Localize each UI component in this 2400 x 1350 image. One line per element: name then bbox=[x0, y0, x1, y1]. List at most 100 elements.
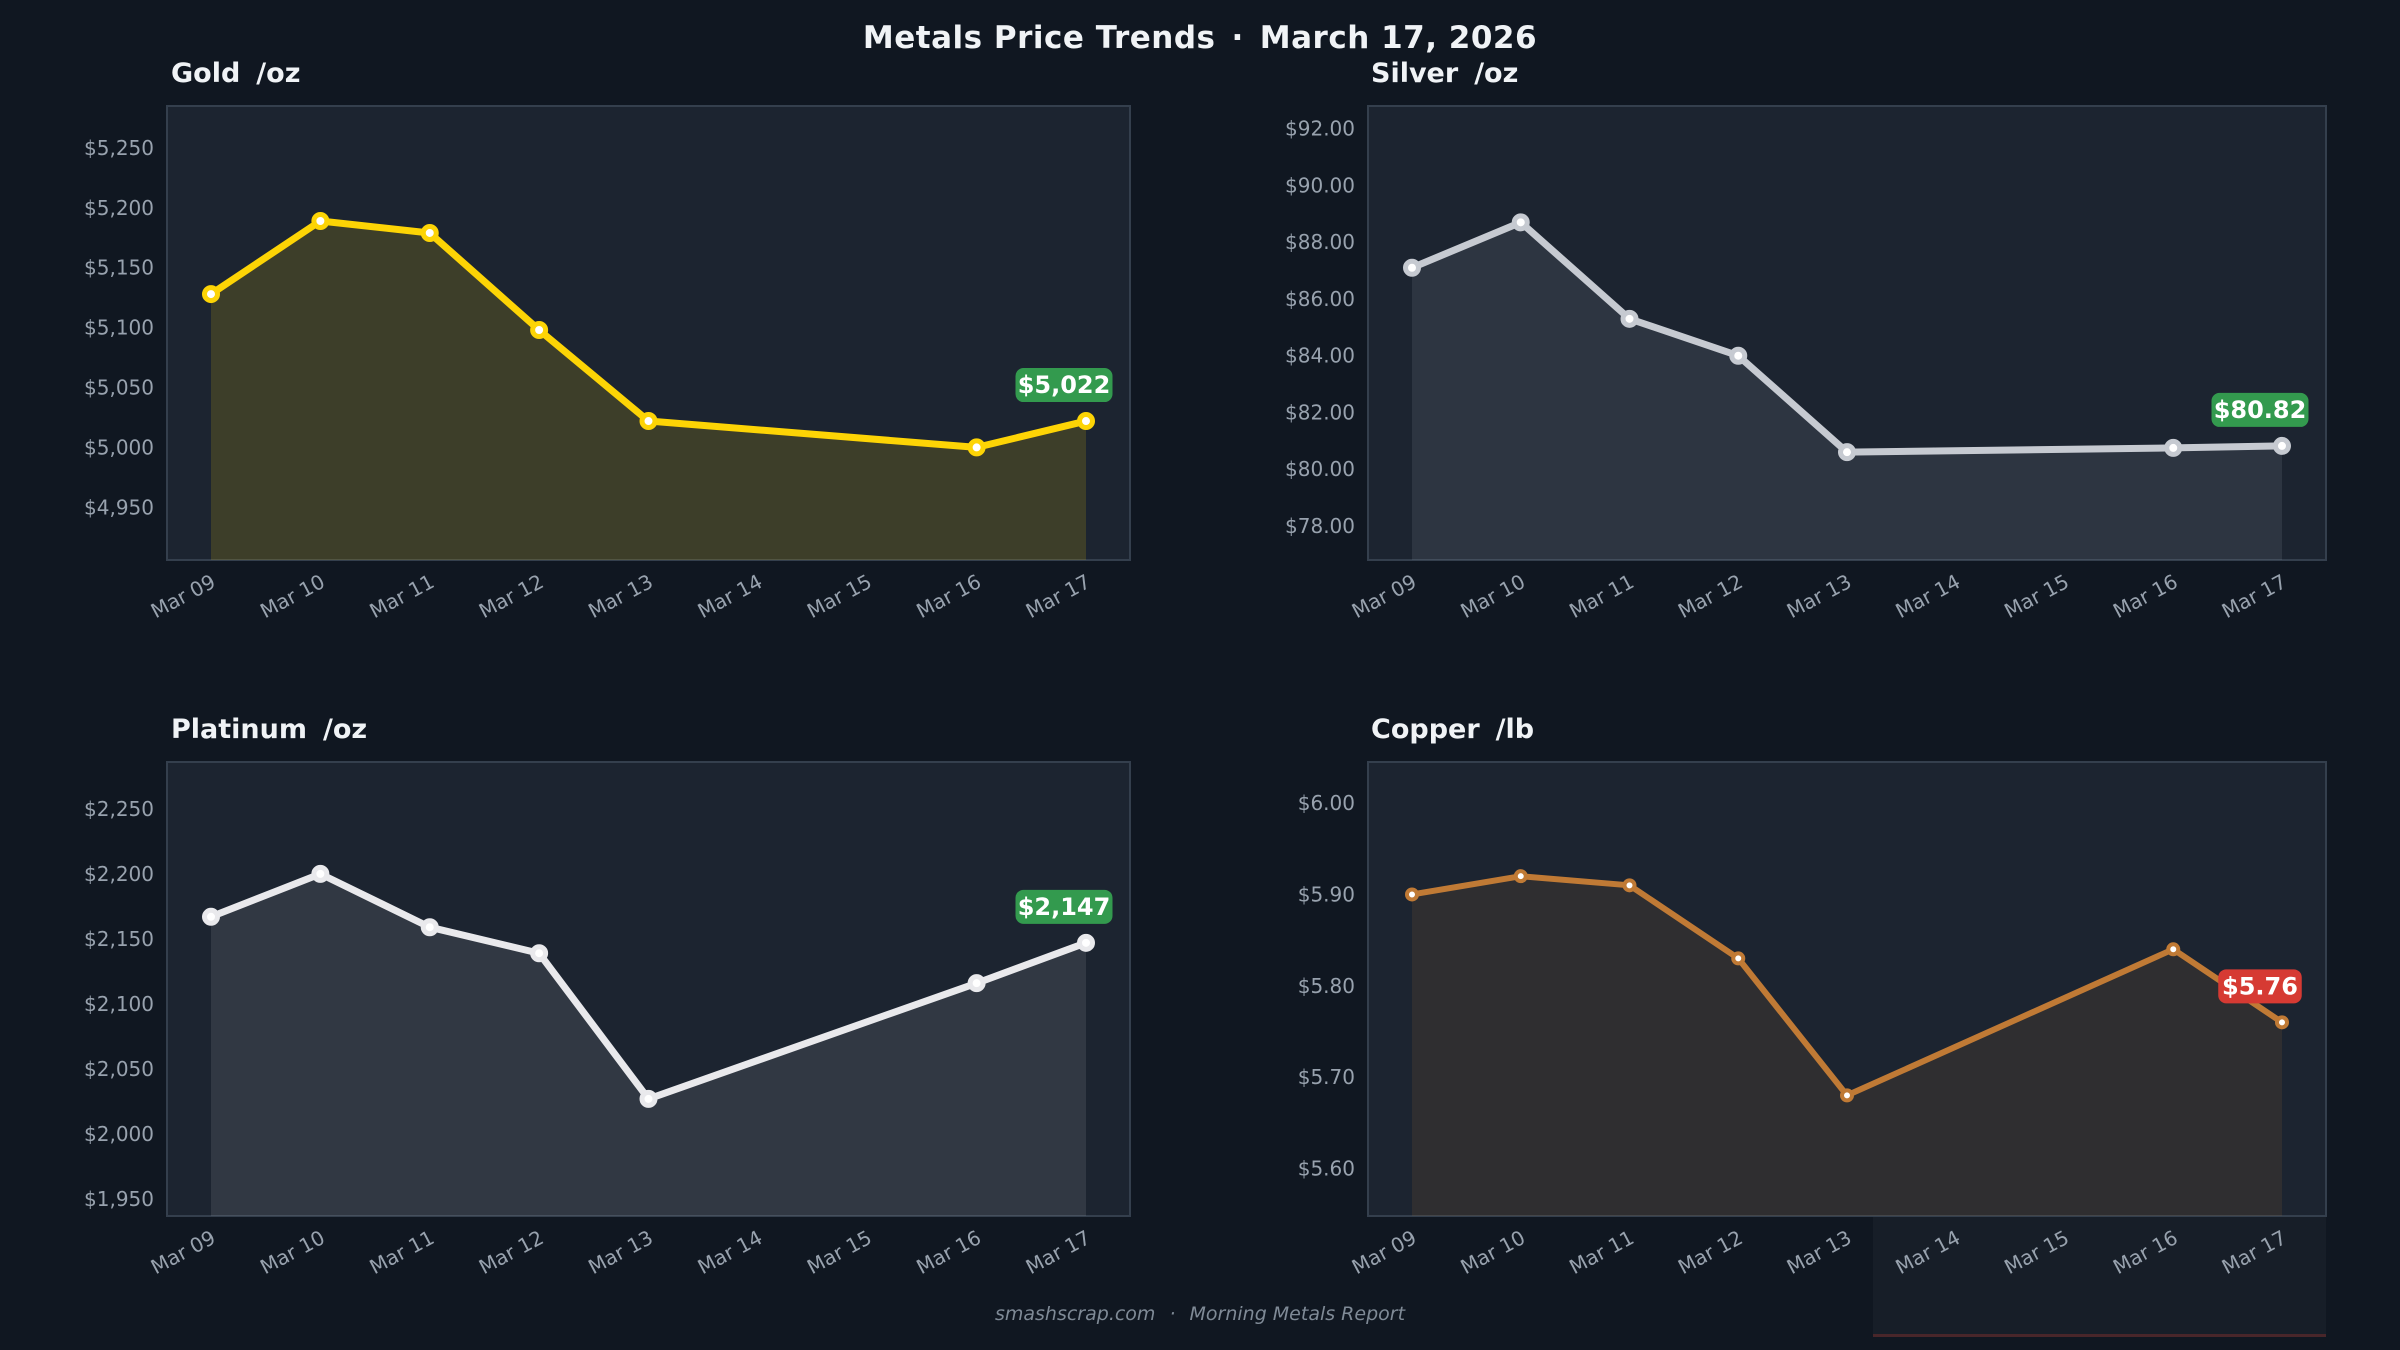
copper-ytick-label: $6.00 bbox=[1298, 791, 1355, 815]
platinum-ytick-label: $1,950 bbox=[84, 1187, 154, 1211]
gold-x-axis-labels: Mar 09 Mar 10 Mar 11 Mar 12 Mar 13 Mar 14 Mar … bbox=[147, 569, 1095, 623]
silver-xtick-label: Mar 13 bbox=[1783, 569, 1856, 623]
copper-data-point bbox=[1840, 1088, 1854, 1103]
gold-chart-title: Gold/oz bbox=[171, 58, 300, 89]
platinum-data-point bbox=[1077, 933, 1095, 952]
watermark-panel bbox=[1873, 1217, 2326, 1337]
silver-data-points bbox=[1403, 213, 2291, 462]
copper-data-point bbox=[1513, 869, 1528, 884]
gold-ytick-label: $5,050 bbox=[84, 376, 154, 400]
footer-report: Morning Metals Report bbox=[1189, 1303, 1406, 1325]
gold-xtick-label: Mar 10 bbox=[256, 569, 329, 623]
copper-ytick-label: $5.60 bbox=[1298, 1156, 1355, 1180]
platinum-area-fill bbox=[211, 873, 1086, 1216]
gold-data-point bbox=[1077, 412, 1095, 431]
silver-xtick-label: Mar 10 bbox=[1456, 569, 1529, 623]
silver-ytick-label: $82.00 bbox=[1285, 400, 1355, 424]
silver-chart-title-text: Silver bbox=[1371, 58, 1459, 89]
gold-plot-area bbox=[166, 105, 1131, 561]
gold-badge-background bbox=[1015, 368, 1113, 403]
copper-x-axis-labels: Mar 09 Mar 10 Mar 11 Mar 12 Mar 13 Mar 14 Mar … bbox=[1348, 1225, 2291, 1279]
copper-area-fill bbox=[1412, 876, 2282, 1216]
platinum-ytick-label: $2,100 bbox=[84, 992, 154, 1016]
platinum-data-point bbox=[420, 918, 439, 937]
silver-y-axis-labels: $92.00 $90.00 $88.00 $86.00 $84.00 $82.00 $80.… bbox=[1285, 117, 1355, 538]
gold-ytick-label: $5,150 bbox=[84, 256, 154, 280]
copper-ytick-label: $5.80 bbox=[1298, 974, 1355, 998]
silver-ytick-label: $84.00 bbox=[1285, 344, 1355, 368]
platinum-ytick-label: $2,050 bbox=[84, 1057, 154, 1081]
gold-ytick-label: $5,250 bbox=[84, 136, 154, 160]
platinum-xtick-label: Mar 11 bbox=[365, 1225, 438, 1279]
silver-badge-text: $80.82 bbox=[2214, 396, 2307, 424]
copper-badge-background bbox=[2218, 969, 2302, 1004]
silver-last-value-badge: $80.82 bbox=[2211, 392, 2309, 427]
silver-ytick-label: $78.00 bbox=[1285, 514, 1355, 538]
gold-data-point bbox=[420, 223, 439, 242]
copper-xtick-label: Mar 14 bbox=[1891, 1225, 1964, 1279]
gold-data-point bbox=[530, 321, 549, 340]
platinum-badge-background bbox=[1015, 889, 1113, 924]
footer-site: smashscrap.com bbox=[994, 1303, 1156, 1325]
platinum-badge-text: $2,147 bbox=[1018, 893, 1111, 921]
platinum-chart: $2,250 $2,200 $2,150 $2,100 $2,050 $2,000 $1,9… bbox=[84, 761, 1131, 1279]
platinum-data-points bbox=[202, 864, 1095, 1108]
copper-chart-unit: /lb bbox=[1495, 714, 1535, 745]
platinum-ytick-label: $2,250 bbox=[84, 797, 154, 821]
gold-chart-unit: /oz bbox=[256, 58, 301, 89]
copper-data-point bbox=[1731, 951, 1746, 966]
platinum-last-value-badge: $2,147 bbox=[1015, 889, 1113, 924]
gold-ytick-label: $5,100 bbox=[84, 316, 154, 340]
silver-chart: $92.00 $90.00 $88.00 $86.00 $84.00 $82.00 $80.… bbox=[1285, 105, 2327, 623]
copper-xtick-label: Mar 11 bbox=[1565, 1225, 1638, 1279]
platinum-chart-title: Platinum/oz bbox=[171, 714, 367, 745]
platinum-chart-unit: /oz bbox=[323, 714, 368, 745]
platinum-xtick-label: Mar 16 bbox=[912, 1225, 985, 1279]
silver-ytick-label: $80.00 bbox=[1285, 457, 1355, 481]
silver-ytick-label: $88.00 bbox=[1285, 230, 1355, 254]
silver-chart-title: Silver/oz bbox=[1371, 58, 1518, 89]
silver-ytick-label: $86.00 bbox=[1285, 287, 1355, 311]
platinum-data-point bbox=[311, 864, 330, 883]
platinum-ytick-label: $2,150 bbox=[84, 927, 154, 951]
silver-plot-area bbox=[1367, 105, 2327, 561]
copper-plot-area bbox=[1367, 761, 2327, 1217]
silver-data-point bbox=[2164, 438, 2183, 457]
platinum-xtick-label: Mar 13 bbox=[584, 1225, 657, 1279]
gold-data-point bbox=[967, 438, 986, 457]
silver-data-point bbox=[1620, 309, 1639, 328]
gold-last-value-badge: $5,022 bbox=[1015, 368, 1113, 403]
silver-xtick-label: Mar 12 bbox=[1674, 569, 1747, 623]
copper-data-point bbox=[1405, 887, 1419, 902]
copper-xtick-label: Mar 15 bbox=[2000, 1225, 2073, 1279]
silver-xtick-label: Mar 11 bbox=[1565, 569, 1638, 623]
gold-ytick-label: $4,950 bbox=[84, 495, 154, 519]
gold-badge-text: $5,022 bbox=[1018, 371, 1111, 399]
platinum-data-point bbox=[202, 907, 220, 926]
page-title-separator: · bbox=[1231, 20, 1244, 56]
platinum-data-point bbox=[530, 944, 549, 963]
gold-ytick-label: $5,000 bbox=[84, 435, 154, 459]
silver-badge-background bbox=[2211, 392, 2309, 427]
copper-ytick-label: $5.70 bbox=[1298, 1065, 1355, 1089]
gold-data-point bbox=[639, 412, 658, 431]
silver-ytick-label: $90.00 bbox=[1285, 173, 1355, 197]
copper-data-point bbox=[2166, 942, 2181, 957]
silver-data-point bbox=[1403, 258, 1421, 277]
platinum-xtick-label: Mar 15 bbox=[803, 1225, 876, 1279]
gold-xtick-label: Mar 09 bbox=[147, 569, 220, 623]
copper-xtick-label: Mar 16 bbox=[2109, 1225, 2182, 1279]
silver-xtick-label: Mar 16 bbox=[2109, 569, 2182, 623]
platinum-y-axis-labels: $2,250 $2,200 $2,150 $2,100 $2,050 $2,000 $1,9… bbox=[84, 797, 154, 1211]
gold-xtick-label: Mar 16 bbox=[912, 569, 985, 623]
copper-data-points bbox=[1405, 869, 2289, 1103]
silver-data-point bbox=[1511, 213, 1530, 232]
page-title-text: Metals Price Trends bbox=[862, 20, 1216, 56]
page-title-date: March 17, 2026 bbox=[1259, 20, 1538, 56]
silver-data-point bbox=[2273, 436, 2291, 455]
silver-xtick-label: Mar 14 bbox=[1891, 569, 1964, 623]
copper-xtick-label: Mar 17 bbox=[2218, 1225, 2291, 1279]
